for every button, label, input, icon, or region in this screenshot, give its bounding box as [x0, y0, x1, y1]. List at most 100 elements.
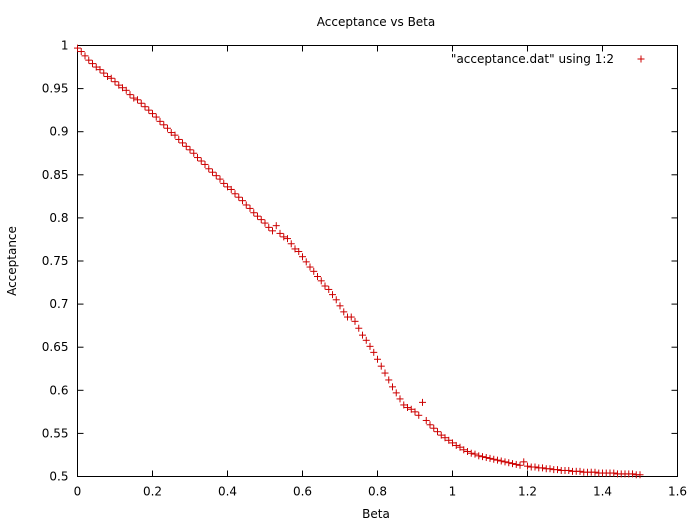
data-point [385, 376, 393, 384]
y-tick-label: 0.6 [49, 383, 68, 397]
data-point [340, 308, 348, 316]
x-tick-label: 1 [449, 485, 457, 499]
data-point [452, 441, 460, 449]
data-point [355, 324, 363, 332]
data-point [464, 448, 471, 456]
chart-title: Acceptance vs Beta [317, 15, 436, 29]
data-point [445, 436, 453, 444]
data-point [141, 103, 149, 111]
legend-marker [637, 55, 645, 63]
data-point [317, 277, 325, 285]
data-point [336, 302, 344, 310]
data-point [404, 404, 411, 412]
data-point [145, 106, 153, 114]
data-point [490, 455, 498, 463]
data-point [576, 467, 584, 475]
data-point [501, 458, 509, 466]
data-point [329, 291, 336, 299]
data-point [201, 160, 209, 168]
data-point [591, 468, 599, 476]
data-point [126, 91, 134, 99]
data-point [411, 408, 419, 416]
data-point [325, 285, 333, 293]
data-point [441, 434, 449, 442]
data-point [471, 450, 479, 458]
data-point [396, 395, 404, 403]
data-point [122, 86, 130, 94]
x-tick-label: 0.6 [293, 485, 312, 499]
data-point [77, 48, 85, 56]
data-point [426, 421, 434, 429]
y-tick-label: 0.65 [42, 340, 69, 354]
data-point [524, 462, 531, 470]
data-point [280, 233, 288, 241]
legend-label: "acceptance.dat" using 1:2 [451, 52, 614, 66]
data-point [321, 282, 329, 290]
data-point [179, 139, 186, 147]
data-point [520, 458, 528, 466]
data-point [175, 135, 183, 143]
data-point [381, 369, 389, 377]
data-point [89, 60, 96, 68]
data-point [186, 146, 194, 154]
data-point [100, 69, 108, 77]
data-point [516, 461, 524, 469]
data-point [366, 342, 374, 350]
data-point [81, 52, 89, 60]
data-point [156, 117, 164, 125]
data-point [246, 204, 254, 212]
data-point [306, 263, 314, 271]
data-point [261, 219, 269, 227]
axis-ticks: 0 0.2 0.4 0.6 0.8 1 1.2 1.4 1.6 0.5 0.55 0.6 0.65 0.7… [42, 39, 687, 499]
data-points [74, 44, 644, 479]
data-point [295, 248, 303, 256]
data-point [152, 113, 160, 121]
data-point [392, 389, 400, 397]
data-point [377, 362, 385, 370]
y-tick-label: 0.7 [49, 297, 68, 311]
data-point [299, 253, 306, 261]
data-point [467, 449, 475, 457]
data-point [456, 443, 464, 451]
y-tick-label: 0.95 [42, 82, 69, 96]
data-point [565, 466, 573, 474]
data-point [130, 94, 138, 102]
data-point [546, 465, 554, 473]
data-point [239, 197, 246, 205]
x-tick-label: 0.8 [368, 485, 387, 499]
data-point [74, 44, 81, 52]
data-point [332, 296, 340, 304]
data-point [486, 454, 494, 462]
data-point [242, 201, 250, 209]
data-point [250, 209, 258, 217]
data-point [370, 348, 378, 356]
plot-frame [77, 45, 678, 477]
data-point [434, 428, 441, 436]
data-point [314, 273, 321, 281]
data-point [437, 431, 445, 439]
data-point [107, 74, 115, 82]
data-point [134, 96, 141, 104]
data-point [362, 336, 370, 344]
data-point [531, 463, 539, 471]
data-point [415, 411, 423, 419]
data-point [164, 124, 171, 132]
data-point [111, 78, 119, 86]
data-point [475, 452, 483, 460]
data-point [509, 460, 516, 468]
data-point [167, 129, 175, 137]
y-tick-label: 1 [61, 39, 69, 53]
data-point [419, 398, 426, 406]
x-tick-label: 0.2 [143, 485, 162, 499]
data-point [85, 56, 93, 64]
data-point [629, 470, 636, 478]
data-point [182, 142, 190, 150]
x-tick-label: 1.6 [668, 485, 687, 499]
data-point [460, 446, 468, 454]
data-point [347, 313, 355, 321]
data-point [209, 168, 216, 176]
data-point [137, 99, 145, 107]
data-point [554, 466, 561, 474]
data-point [351, 317, 359, 325]
